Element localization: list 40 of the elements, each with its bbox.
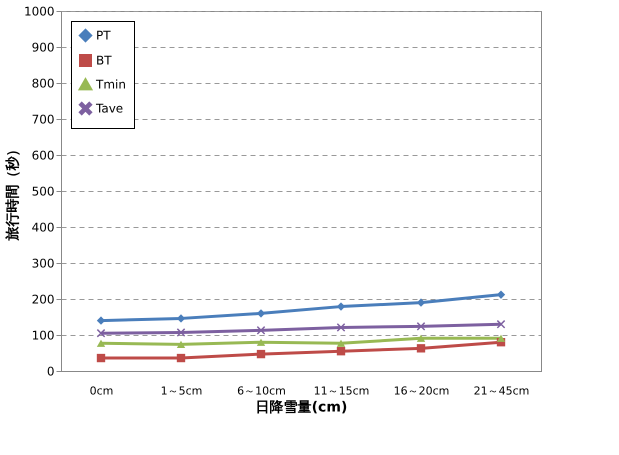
y-tick-label: 800 xyxy=(32,76,54,90)
x-tick-label: 0cm xyxy=(90,384,114,398)
y-tick-label: 700 xyxy=(32,112,54,126)
point xyxy=(176,354,186,362)
x-tick-label: 1～5cm xyxy=(160,384,202,398)
point xyxy=(336,347,346,356)
x-axis-title: 日降雪量(cm) xyxy=(256,400,348,416)
point xyxy=(416,322,426,331)
point xyxy=(176,328,186,337)
x-tick-label: 6～10cm xyxy=(237,384,286,398)
legend-label: PT xyxy=(96,28,112,42)
point xyxy=(96,340,106,347)
point xyxy=(256,350,266,358)
y-tick-label: 300 xyxy=(32,256,54,270)
point xyxy=(256,338,266,346)
point xyxy=(96,329,106,338)
x-tick-label: 21～45cm xyxy=(474,384,530,398)
legend-label: BT xyxy=(96,54,112,68)
y-tick-label: 900 xyxy=(32,40,54,54)
point xyxy=(96,354,106,362)
point xyxy=(416,334,426,342)
point xyxy=(176,340,186,348)
x-tick-label: 11～15cm xyxy=(314,384,370,398)
y-tick-label: 100 xyxy=(32,328,54,342)
y-tick-label: 400 xyxy=(32,220,54,234)
x-tick-label: 16～20cm xyxy=(394,384,450,398)
legend-label: Tave xyxy=(95,102,124,116)
point xyxy=(256,326,266,335)
y-tick-label: 600 xyxy=(32,148,54,162)
point xyxy=(496,320,506,328)
legend-label: Tmin xyxy=(95,78,126,92)
y-tick-label: 1000 xyxy=(24,4,54,18)
point xyxy=(336,340,346,347)
y-tick-label: 500 xyxy=(32,184,54,198)
point xyxy=(336,323,346,332)
y-tick-label: 0 xyxy=(46,364,54,378)
y-axis-title: 旅行時間（秒） xyxy=(4,142,21,242)
y-tick-label: 200 xyxy=(32,292,54,306)
point xyxy=(416,344,426,353)
point xyxy=(496,334,506,342)
